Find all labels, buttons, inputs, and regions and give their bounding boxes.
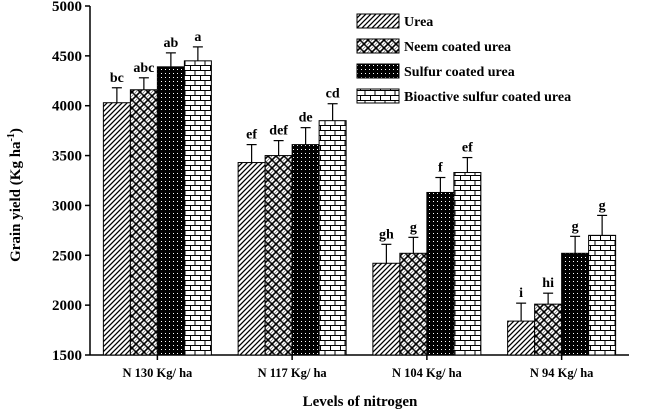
significance-letter: def (269, 124, 288, 139)
y-tick-label: 5000 (52, 0, 82, 15)
y-tick-label: 2500 (52, 248, 82, 264)
bar (426, 191, 455, 356)
legend-label: Sulfur coated urea (404, 65, 515, 80)
bar (588, 234, 617, 356)
significance-letter: gh (379, 227, 394, 242)
legend-swatch (356, 88, 400, 104)
category-label: N 130 Kg/ ha (122, 366, 193, 380)
y-axis-label: Grain yield (Kg ha-1) (6, 128, 24, 262)
significance-letter: abc (133, 61, 154, 76)
y-axis-ticks: 1500 2000 2500 3000 3500 4000 4500 5000 (52, 0, 90, 364)
bar (291, 144, 320, 356)
bar (399, 252, 428, 356)
significance-letter: a (194, 30, 201, 45)
y-tick-label: 3500 (52, 149, 82, 165)
legend-swatch (356, 13, 400, 29)
significance-letter: g (599, 198, 606, 213)
x-axis-label: Levels of nitrogen (303, 394, 418, 410)
bar (372, 262, 401, 356)
legend-label: Urea (404, 15, 433, 30)
category-label: N 104 Kg/ ha (392, 366, 463, 380)
significance-letter: i (519, 286, 523, 301)
bar (534, 303, 563, 356)
significance-letter: de (299, 111, 313, 126)
bar (507, 320, 536, 356)
category-labels: N 130 Kg/ ha N 117 Kg/ ha N 104 Kg/ ha N 94… (122, 355, 594, 380)
significance-letter: ef (246, 128, 257, 143)
y-axis-label-close: ) (8, 128, 24, 133)
significance-letter: hi (542, 276, 554, 291)
significance-letter: g (410, 220, 417, 235)
y-axis-label-superscript: -1 (6, 133, 17, 141)
legend-label: Bioactive sulfur coated urea (404, 90, 571, 105)
legend: Urea Neem coated urea Sulfur coated urea Bi… (356, 13, 571, 105)
bar (318, 120, 347, 356)
bar (237, 162, 266, 356)
bar (102, 102, 131, 356)
bar (129, 89, 158, 356)
significance-letter: bc (110, 71, 124, 86)
category-label: N 94 Kg/ ha (530, 366, 594, 380)
significance-letter: g (572, 219, 579, 234)
bar (183, 60, 212, 356)
y-tick-label: 3000 (52, 198, 82, 214)
significance-letter: ab (163, 36, 178, 51)
y-tick-label: 2000 (52, 298, 82, 314)
legend-swatch (356, 63, 400, 79)
y-tick-label: 1500 (52, 348, 82, 364)
category-label: N 117 Kg/ ha (258, 366, 328, 380)
legend-label: Neem coated urea (404, 40, 511, 55)
significance-letter: ef (462, 141, 473, 156)
y-tick-label: 4500 (52, 49, 82, 65)
bar (561, 252, 590, 356)
y-axis-label-main: Grain yield (Kg ha (8, 141, 24, 262)
bar (453, 172, 482, 356)
y-tick-label: 4000 (52, 99, 82, 115)
significance-letter: f (438, 161, 443, 176)
bar (156, 66, 185, 356)
legend-swatch (356, 38, 400, 54)
bar (264, 155, 293, 356)
significance-letter: cd (326, 87, 340, 102)
